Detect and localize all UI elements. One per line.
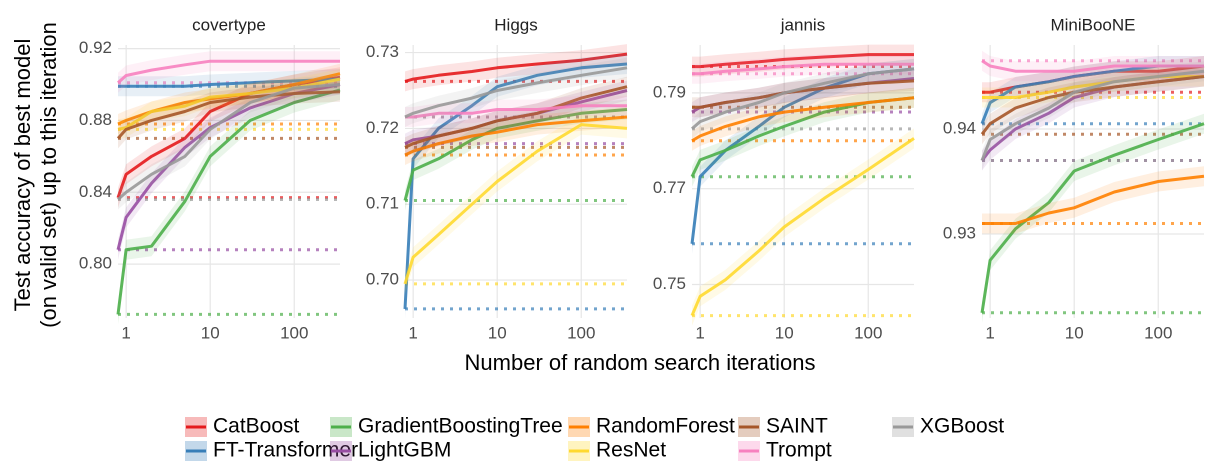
x-tick-label: 1 [121, 323, 130, 342]
panel: Higgs 0.70 0.71 0.72 0.73 1 10 100 [366, 15, 628, 342]
y-tick-label: 0.70 [366, 270, 399, 289]
legend-label: Trompt [766, 439, 832, 462]
band [692, 58, 914, 139]
x-tick-label: 100 [1144, 323, 1172, 342]
series-line [117, 83, 341, 201]
legend-label: FT-Transformer [213, 439, 358, 462]
legend-label: GradientBoostingTree [358, 415, 563, 438]
legend-label: CatBoost [213, 415, 300, 438]
band [982, 50, 1204, 82]
series-line [404, 115, 628, 157]
series-line [404, 85, 628, 149]
x-tick-label: 10 [775, 323, 794, 342]
x-tick-label: 100 [280, 323, 308, 342]
y-tick-label: 0.77 [653, 178, 686, 197]
series-line [982, 174, 1205, 225]
y-tick-label: 0.73 [366, 42, 399, 61]
band [405, 54, 627, 319]
band [118, 74, 340, 210]
series-line [692, 53, 914, 69]
series-line [403, 123, 628, 285]
legend-label: LightGBM [358, 439, 451, 462]
band [118, 69, 340, 140]
band [692, 87, 914, 187]
y-tick-label: 0.71 [366, 194, 399, 213]
y-tick-label: 0.75 [653, 274, 686, 293]
panel-title: MiniBooNE [1050, 15, 1135, 34]
x-tick-label: 10 [201, 323, 220, 342]
series-line [404, 52, 628, 83]
panel: MiniBooNE 0.93 0.94 1 10 100 [943, 15, 1205, 342]
y-tick-label: 0.80 [79, 254, 112, 273]
series-line [690, 137, 915, 317]
panel-title: jannis [780, 15, 825, 34]
band [692, 54, 914, 84]
series-line [980, 122, 1205, 314]
y-tick-label: 0.88 [79, 110, 112, 129]
legend-label: XGBoost [920, 415, 1004, 438]
series-line [980, 69, 1205, 162]
band [405, 95, 627, 127]
band [982, 66, 1204, 171]
y-tick-label: 0.72 [366, 118, 399, 137]
series-line [403, 62, 628, 309]
series-line [404, 66, 628, 119]
x-tick-label: 10 [1065, 323, 1084, 342]
legend-label: RandomForest [596, 415, 735, 438]
series-line [116, 88, 341, 315]
legend-label: ResNet [596, 439, 666, 462]
series-line [981, 59, 1204, 73]
x-axis-label: Number of random search iterations [465, 350, 816, 375]
band [118, 81, 340, 149]
y-tick-label: 0.79 [653, 82, 686, 101]
panel-title: Higgs [494, 15, 537, 34]
band [118, 79, 340, 325]
series-line [980, 75, 1205, 136]
y-tick-label: 0.84 [79, 182, 112, 201]
band [982, 56, 1204, 134]
band [692, 68, 914, 123]
series-line [116, 83, 341, 251]
y-tick-label: 0.94 [943, 118, 976, 137]
y-axis-label: (on valid set) up to this iteration [36, 22, 61, 328]
legend-label: SAINT [766, 415, 828, 438]
series-line [116, 90, 341, 140]
x-tick-label: 1 [408, 323, 417, 342]
series-line [405, 104, 627, 119]
series-line [117, 59, 340, 84]
series-line [691, 96, 915, 143]
x-tick-label: 1 [985, 323, 994, 342]
series-line [692, 62, 914, 76]
band [405, 44, 627, 92]
band [405, 57, 627, 127]
band [982, 113, 1204, 323]
series-line [118, 77, 341, 88]
x-tick-label: 1 [695, 323, 704, 342]
x-tick-label: 10 [488, 323, 507, 342]
y-tick-label: 0.93 [943, 223, 976, 242]
panel: covertype 0.80 0.84 0.88 0.92 1 10 100 [79, 15, 341, 342]
band [405, 114, 627, 294]
series-line [691, 67, 915, 130]
band [982, 61, 1204, 171]
x-tick-label: 100 [567, 323, 595, 342]
panel: jannis 0.75 0.77 0.79 1 10 100 [653, 15, 915, 342]
panel-title: covertype [192, 15, 266, 34]
x-tick-label: 100 [854, 323, 882, 342]
series-line [692, 79, 915, 109]
y-tick-label: 0.92 [79, 38, 112, 57]
band [982, 66, 1204, 145]
y-axis-label: Test accuracy of best model [10, 39, 35, 312]
